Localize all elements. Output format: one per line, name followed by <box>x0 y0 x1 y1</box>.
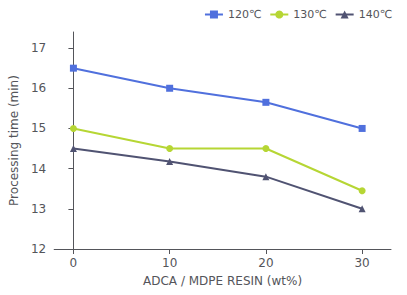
svg-text:130℃: 130℃ <box>293 8 326 21</box>
svg-text:15: 15 <box>31 121 46 135</box>
svg-text:16: 16 <box>31 81 46 95</box>
svg-text:ADCA / MDPE RESIN (wt%): ADCA / MDPE RESIN (wt%) <box>143 274 302 288</box>
svg-text:10: 10 <box>162 256 177 270</box>
svg-text:12: 12 <box>31 242 46 256</box>
svg-text:140℃: 140℃ <box>359 8 392 21</box>
svg-text:20: 20 <box>258 256 273 270</box>
svg-text:14: 14 <box>31 162 46 176</box>
svg-text:0: 0 <box>70 256 78 270</box>
svg-text:17: 17 <box>31 41 46 55</box>
svg-text:Processing time (min): Processing time (min) <box>7 75 21 206</box>
svg-text:120℃: 120℃ <box>228 8 261 21</box>
svg-text:30: 30 <box>354 256 369 270</box>
svg-text:13: 13 <box>31 202 46 216</box>
